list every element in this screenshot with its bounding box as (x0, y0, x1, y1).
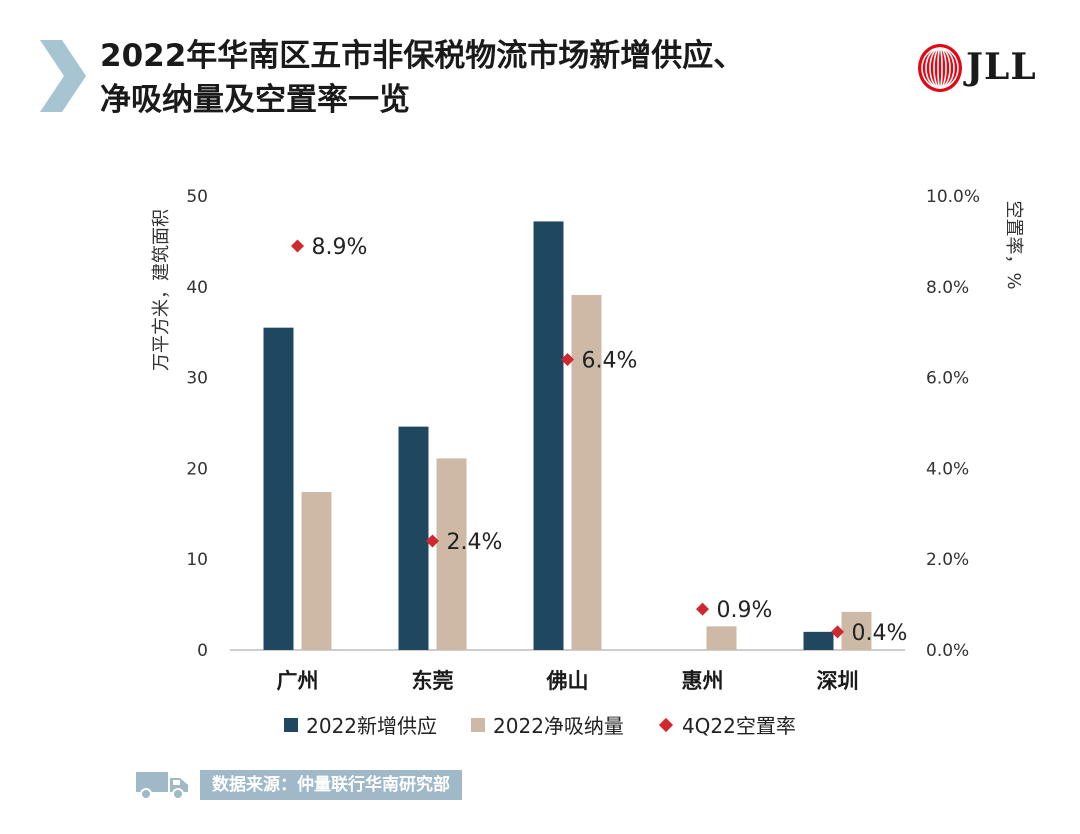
vacancy-label: 2.4% (447, 530, 503, 555)
y2-tick-label: 10.0% (926, 187, 980, 207)
bar-supply (533, 221, 564, 650)
category-label: 东莞 (412, 669, 454, 693)
legend-label-absorption: 2022净吸纳量 (493, 714, 624, 738)
chevron-icon (40, 40, 86, 112)
legend-label-vacancy: 4Q22空置率 (681, 714, 796, 738)
bar-supply (398, 426, 429, 650)
truck-icon (136, 772, 188, 800)
bar-absorption (706, 626, 737, 650)
jll-logo-icon (918, 44, 962, 92)
logo-text: JLL (966, 46, 1037, 88)
category-label: 惠州 (682, 669, 724, 693)
source-note: 数据来源：仲量联行华南研究部 (136, 770, 462, 800)
legend-item-absorption: 2022净吸纳量 (471, 710, 624, 739)
source-text: 数据来源：仲量联行华南研究部 (200, 770, 462, 800)
bar-absorption (571, 294, 602, 650)
y-axis-title: 万平方米，建筑面积 (151, 209, 172, 371)
y2-tick-label: 2.0% (926, 550, 969, 570)
y-tick-label: 20 (186, 459, 208, 479)
category-label: 广州 (277, 669, 319, 693)
category-label: 佛山 (546, 669, 589, 693)
vacancy-label: 8.9% (312, 235, 368, 260)
y-tick-label: 0 (197, 641, 208, 661)
bar-supply (263, 327, 294, 650)
y-tick-label: 40 (186, 278, 208, 298)
legend-item-vacancy: 4Q22空置率 (658, 710, 796, 739)
bar-absorption (841, 611, 872, 650)
page-title: 2022年华南区五市非保税物流市场新增供应、 净吸纳量及空置率一览 (100, 34, 860, 122)
vacancy-point (291, 239, 304, 253)
title-line-2: 净吸纳量及空置率一览 (100, 82, 410, 118)
vacancy-label: 0.9% (717, 598, 773, 623)
bar-supply (803, 631, 834, 650)
bar-absorption (301, 492, 332, 650)
vacancy-point (561, 352, 574, 366)
legend-swatch-supply (284, 717, 299, 732)
y-tick-label: 50 (186, 187, 208, 207)
bar-absorption (436, 458, 467, 650)
vacancy-point (831, 625, 844, 639)
y-tick-label: 10 (186, 550, 208, 570)
y-tick-label: 30 (186, 369, 208, 389)
legend-swatch-absorption (471, 717, 486, 732)
y2-tick-label: 8.0% (926, 278, 969, 298)
legend-item-supply: 2022新增供应 (284, 710, 437, 739)
legend-swatch-vacancy (658, 717, 674, 732)
vacancy-label: 0.4% (852, 621, 908, 646)
category-label: 深圳 (817, 669, 859, 693)
y2-tick-label: 6.0% (926, 369, 969, 389)
title-line-1: 2022年华南区五市非保税物流市场新增供应、 (100, 38, 745, 74)
legend: 2022新增供应 2022净吸纳量 4Q22空置率 (0, 710, 1080, 739)
vacancy-point (696, 602, 709, 616)
vacancy-label: 6.4% (582, 348, 638, 373)
y2-axis-title: 空置率，% (1003, 200, 1024, 289)
vacancy-point (426, 534, 439, 548)
y2-tick-label: 0.0% (926, 641, 969, 661)
y2-tick-label: 4.0% (926, 459, 969, 479)
legend-label-supply: 2022新增供应 (306, 714, 438, 738)
